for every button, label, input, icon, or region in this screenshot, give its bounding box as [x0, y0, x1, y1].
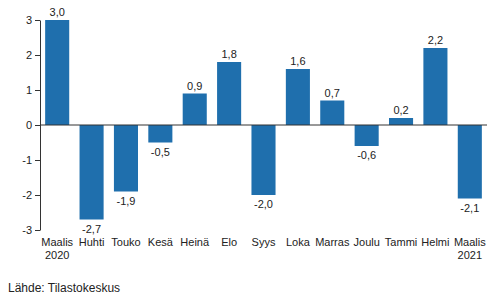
data-label: -2,0	[254, 198, 273, 210]
bars	[45, 20, 482, 220]
x-tick: Maalis2020	[41, 230, 73, 261]
data-label: -2,1	[460, 202, 479, 214]
x-tick: Syys	[252, 230, 276, 248]
bar	[80, 125, 104, 220]
y-tick-mark	[35, 160, 40, 161]
baseline	[40, 125, 487, 126]
data-label: 3,0	[50, 6, 65, 18]
x-tick: Maalis2021	[454, 230, 486, 261]
y-tick: -2	[22, 189, 40, 201]
y-tick-label: -1	[22, 154, 32, 166]
y-tick-mark	[35, 20, 40, 21]
x-tick-label: Elo	[221, 236, 237, 248]
x-tick: Joulu	[354, 230, 380, 248]
y-tick-mark	[35, 195, 40, 196]
x-tick: Helmi	[421, 230, 449, 248]
data-label: -0,5	[151, 146, 170, 158]
data-label: -2,7	[82, 223, 101, 235]
y-tick-label: 1	[26, 84, 32, 96]
x-tick-label: Maalis2021	[454, 236, 486, 261]
y-tick: 3	[26, 14, 40, 26]
bar	[355, 125, 379, 146]
y-tick-mark	[35, 230, 40, 231]
x-tick-label: Tammi	[385, 236, 417, 248]
data-label: 1,6	[290, 55, 305, 67]
x-axis: Maalis2020 Huhti Touko Kesä Heinä Elo Syys Loka…	[41, 230, 486, 261]
chart: -3 -2 -1 0 1 2 3 Maalis2020 Huhti Touko Kesä Heinä E…	[0, 0, 493, 304]
data-label: -0,6	[357, 149, 376, 161]
y-tick: 1	[26, 84, 40, 96]
bar	[148, 125, 172, 143]
x-tick-label: Syys	[252, 236, 276, 248]
x-tick: Tammi	[385, 230, 417, 248]
x-tick-label: Maalis2020	[41, 236, 73, 261]
bar	[217, 62, 241, 125]
y-tick-mark	[35, 55, 40, 56]
data-label: -1,9	[116, 195, 135, 207]
bar	[183, 94, 207, 126]
bar	[389, 118, 413, 125]
plot: -3 -2 -1 0 1 2 3 Maalis2020 Huhti Touko Kesä Heinä E…	[22, 6, 487, 261]
x-tick-label: Marras	[315, 236, 350, 248]
y-tick-label: -2	[22, 189, 32, 201]
data-label: 0,9	[187, 80, 202, 92]
x-tick-label: Heinä	[180, 236, 210, 248]
y-tick: -1	[22, 154, 40, 166]
x-tick-label: Kesä	[148, 236, 174, 248]
bar	[320, 101, 344, 126]
x-tick: Kesä	[148, 230, 174, 248]
x-tick-label: Joulu	[354, 236, 380, 248]
y-tick-label: -3	[22, 224, 32, 236]
x-tick: Heinä	[180, 230, 210, 248]
x-tick: Touko	[111, 230, 140, 248]
y-axis: -3 -2 -1 0 1 2 3	[22, 14, 40, 236]
x-tick: Elo	[221, 230, 237, 248]
y-tick-label: 2	[26, 49, 32, 61]
y-tick: 0	[26, 119, 40, 131]
y-tick: -3	[22, 224, 40, 236]
data-label: 2,2	[428, 34, 443, 46]
x-tick: Marras	[315, 230, 350, 248]
bar	[251, 125, 275, 195]
x-tick: Loka	[286, 230, 311, 248]
bar	[45, 20, 69, 125]
y-tick-label: 0	[26, 119, 32, 131]
y-tick-mark	[35, 90, 40, 91]
bar	[423, 48, 447, 125]
bar	[114, 125, 138, 192]
x-tick-label: Huhti	[79, 236, 105, 248]
y-tick: 2	[26, 49, 40, 61]
x-tick-label: Helmi	[421, 236, 449, 248]
data-label: 1,8	[221, 48, 236, 60]
y-axis-line	[40, 21, 41, 231]
data-label: 0,2	[393, 104, 408, 116]
source: Lähde: Tilastokeskus	[8, 281, 120, 295]
bar	[286, 69, 310, 125]
y-tick-label: 3	[26, 14, 32, 26]
data-labels: 3,0 -2,7 -1,9 -0,5 0,9 1,8 -2,0 1,6 0,7 -0,6 0,2 2,…	[50, 6, 480, 235]
x-tick-label: Touko	[111, 236, 140, 248]
data-label: 0,7	[325, 87, 340, 99]
bar	[458, 125, 482, 199]
y-tick-mark	[35, 125, 40, 126]
x-tick-label: Loka	[286, 236, 311, 248]
